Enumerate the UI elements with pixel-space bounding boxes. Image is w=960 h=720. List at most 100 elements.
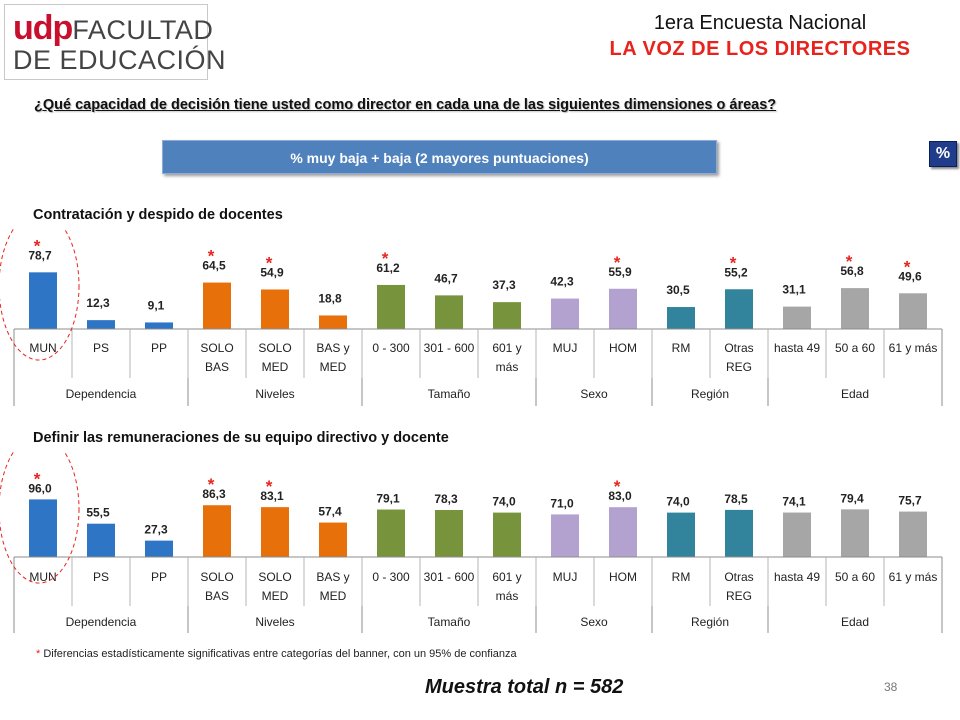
chart2-title: Definir las remuneraciones de su equipo … <box>33 430 449 446</box>
highlight-circle <box>0 228 80 361</box>
value-label-13: 31,1 <box>782 283 806 297</box>
bar-14 <box>841 509 869 557</box>
group-label-2: Tamaño <box>428 615 471 629</box>
category-label-5: BAS y MED <box>316 570 349 603</box>
bar-11 <box>667 307 695 329</box>
value-label-7: 78,3 <box>434 492 458 506</box>
bar-10 <box>609 288 637 329</box>
value-label-12: 78,5 <box>724 492 748 506</box>
bar-8 <box>493 302 521 329</box>
category-label-8: 601 y más <box>492 570 521 603</box>
bar-0 <box>29 499 57 557</box>
value-label-11: 30,5 <box>666 283 690 297</box>
significance-marker-14: * <box>846 252 853 271</box>
value-label-1: 12,3 <box>86 296 110 310</box>
group-label-3: Sexo <box>580 387 608 401</box>
significance-marker-6: * <box>382 249 389 268</box>
bar-14 <box>841 288 869 329</box>
bar-6 <box>377 509 405 557</box>
category-label-2: PP <box>151 570 167 584</box>
value-label-14: 79,4 <box>840 491 864 505</box>
bar-5 <box>319 315 347 329</box>
footnote-asterisk: * <box>36 648 41 660</box>
chart1-title: Contratación y despido de docentes <box>33 207 283 223</box>
category-label-5: BAS y MED <box>316 341 349 374</box>
value-label-10: 55,9 <box>608 265 632 279</box>
category-label-1: PS <box>93 341 109 355</box>
category-label-12: Otras REG <box>724 570 753 603</box>
bar-3 <box>203 282 231 329</box>
value-label-1: 55,5 <box>86 506 110 520</box>
group-label-2: Tamaño <box>428 387 471 401</box>
category-label-14: 50 a 60 <box>835 341 875 355</box>
bar-9 <box>551 514 579 557</box>
group-label-5: Edad <box>841 387 869 401</box>
bar-4 <box>261 289 289 329</box>
significance-marker-0: * <box>34 469 41 488</box>
value-label-10: 83,0 <box>608 489 632 503</box>
bar-13 <box>783 306 811 329</box>
value-label-4: 54,9 <box>260 265 284 279</box>
category-label-11: RM <box>672 341 691 355</box>
value-label-5: 57,4 <box>318 505 342 519</box>
bar-3 <box>203 505 231 557</box>
significance-marker-15: * <box>904 257 911 276</box>
category-label-13: hasta 49 <box>774 570 820 584</box>
value-label-14: 56,8 <box>840 264 864 278</box>
significance-marker-0: * <box>34 236 41 255</box>
category-label-15: 61 y más <box>889 341 938 355</box>
chart-remuneraciones: 96,0*55,527,386,3*83,1*57,479,1 78,3 74,0 7… <box>0 451 943 633</box>
page-number: 38 <box>884 680 898 694</box>
footnote-text: Diferencias estadísticamente significati… <box>43 648 517 660</box>
value-label-8: 74,0 <box>492 495 516 509</box>
value-label-2: 27,3 <box>144 523 168 537</box>
bar-15 <box>899 511 927 557</box>
category-label-4: SOLO MED <box>258 341 291 374</box>
bar-7 <box>435 510 463 557</box>
value-label-12: 55,2 <box>724 265 748 279</box>
bar-12 <box>725 509 753 557</box>
significance-marker-3: * <box>208 475 215 494</box>
logo-brand: udp <box>13 9 73 47</box>
group-label-1: Niveles <box>255 387 294 401</box>
group-label-5: Edad <box>841 615 869 629</box>
value-label-4: 83,1 <box>260 489 284 503</box>
sample-size: Muestra total n = 582 <box>425 676 624 698</box>
category-label-0: MUN <box>29 341 56 355</box>
bar-1 <box>87 320 115 329</box>
category-label-0: MUN <box>29 570 56 584</box>
bar-8 <box>493 512 521 557</box>
value-label-7: 46,7 <box>434 271 458 285</box>
value-label-9: 71,0 <box>550 496 574 510</box>
chart-contratacion: 78,7*12,3 9,164,5*54,9*18,861,2*46,7 37,3 4… <box>0 228 943 406</box>
bar-2 <box>145 322 173 329</box>
bar-2 <box>145 540 173 557</box>
value-label-0: 96,0 <box>28 481 52 495</box>
survey-title-line2: LA VOZ DE LOS DIRECTORES <box>609 38 911 60</box>
bar-0 <box>29 272 57 329</box>
bar-6 <box>377 284 405 329</box>
category-label-10: HOM <box>609 341 637 355</box>
bar-10 <box>609 507 637 557</box>
value-label-13: 74,1 <box>782 495 806 509</box>
category-label-9: MUJ <box>553 570 578 584</box>
significance-marker-3: * <box>208 247 215 266</box>
bar-4 <box>261 507 289 557</box>
bar-7 <box>435 295 463 329</box>
category-label-2: PP <box>151 341 167 355</box>
bar-15 <box>899 293 927 329</box>
value-label-11: 74,0 <box>666 495 690 509</box>
bar-9 <box>551 298 579 329</box>
value-label-6: 79,1 <box>376 492 400 506</box>
category-label-7: 301 - 600 <box>424 341 475 355</box>
category-label-3: SOLO BAS <box>200 570 233 603</box>
category-label-10: HOM <box>609 570 637 584</box>
value-label-0: 78,7 <box>28 248 52 262</box>
group-label-4: Región <box>691 387 729 401</box>
category-label-4: SOLO MED <box>258 570 291 603</box>
bar-11 <box>667 512 695 557</box>
significance-marker-4: * <box>266 477 273 496</box>
logo-line2: DE EDUCACIÓN <box>13 45 227 75</box>
value-label-3: 86,3 <box>202 487 226 501</box>
group-label-1: Niveles <box>255 615 294 629</box>
